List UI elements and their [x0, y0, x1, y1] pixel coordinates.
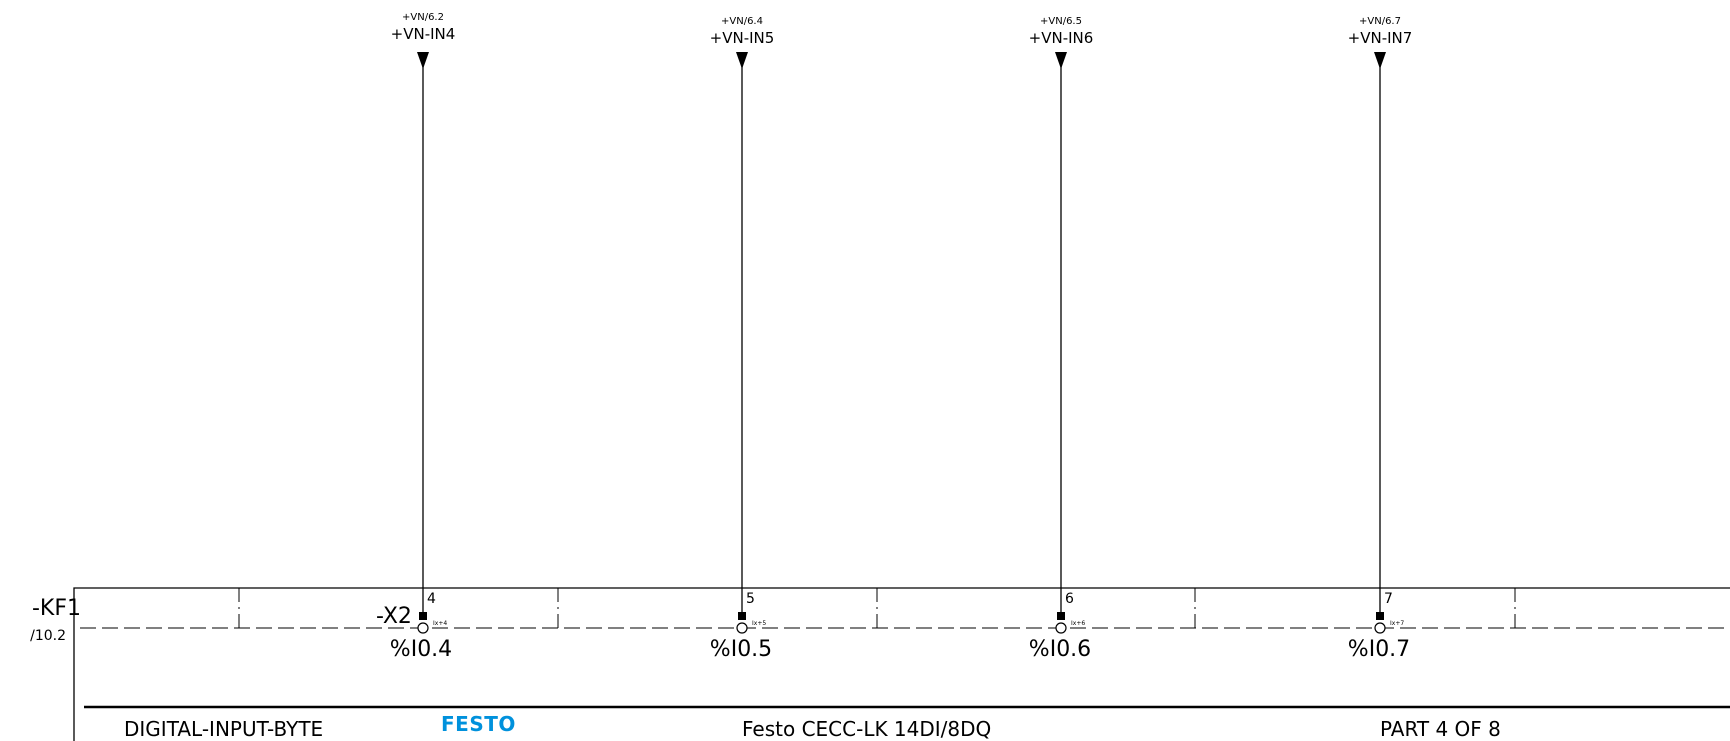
device-page-ref: /10.2	[30, 628, 66, 644]
signal-label: +VN-IN7	[1348, 29, 1413, 47]
io-address: %I0.6	[1029, 637, 1091, 662]
terminal-circle-icon	[1055, 622, 1067, 634]
pin-number: 6	[1065, 591, 1074, 607]
signal-label: +VN-IN6	[1029, 29, 1094, 47]
pin-number: 7	[1384, 591, 1393, 607]
product-title: Festo CECC-LK 14DI/8DQ	[742, 717, 991, 741]
io-address: %I0.4	[390, 637, 452, 662]
cross-ref: +VN/6.5	[1040, 16, 1082, 27]
pin-number: 5	[746, 591, 755, 607]
channel-in5: +VN/6.4 +VN-IN5 5 Ix+5 %I0.5	[710, 16, 775, 662]
terminal-icon	[1376, 612, 1384, 620]
terminal-icon	[419, 612, 427, 620]
device-dividers	[238, 588, 1516, 628]
channel-in7: +VN/6.7 +VN-IN7 7 Ix+7 %I0.7	[1348, 16, 1413, 662]
channel-in6: +VN/6.5 +VN-IN6 6 Ix+6 %I0.6	[1029, 16, 1094, 662]
terminal-circle-icon	[1374, 622, 1386, 634]
part-indicator: PART 4 OF 8	[1380, 717, 1501, 741]
terminal-circle-icon	[417, 622, 429, 634]
pin-label: Ix+4	[433, 620, 447, 627]
function-title: DIGITAL-INPUT-BYTE	[124, 717, 323, 741]
cross-ref: +VN/6.2	[402, 12, 444, 23]
festo-logo: FESTO	[441, 712, 516, 736]
pin-label: Ix+6	[1071, 620, 1085, 627]
io-address: %I0.5	[710, 637, 772, 662]
io-address: %I0.7	[1348, 637, 1410, 662]
pin-number: 4	[427, 591, 436, 607]
cross-ref: +VN/6.7	[1359, 16, 1401, 27]
pin-label: Ix+5	[752, 620, 766, 627]
device-box	[73, 587, 1730, 741]
channel-in4: +VN/6.2 +VN-IN4 4 Ix+4 %I0.4	[390, 12, 456, 662]
terminal-circle-icon	[736, 622, 748, 634]
device-tag: -KF1	[32, 596, 81, 621]
signal-label: +VN-IN5	[710, 29, 775, 47]
cross-ref: +VN/6.4	[721, 16, 763, 27]
signal-label: +VN-IN4	[391, 25, 456, 43]
pin-label: Ix+7	[1390, 620, 1404, 627]
terminal-icon	[738, 612, 746, 620]
connector-tag: -X2	[376, 604, 412, 629]
terminal-icon	[1057, 612, 1065, 620]
